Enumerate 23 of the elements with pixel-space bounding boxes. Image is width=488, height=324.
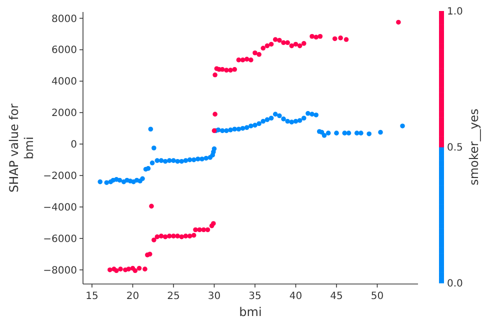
x-tick-label: 45 xyxy=(330,291,343,302)
y-tick-label: 0 xyxy=(70,140,77,151)
x-tick-label: 50 xyxy=(370,291,384,302)
x-tick-label: 30 xyxy=(208,291,221,302)
x-tick-label: 20 xyxy=(126,291,140,302)
x-tick-label: 15 xyxy=(86,291,98,302)
color-bar-label: 0.5 xyxy=(447,142,463,154)
y-tick-label: 8000 xyxy=(52,14,77,25)
x-axis-title: bmi xyxy=(239,305,262,319)
y-tick-label: −2000 xyxy=(43,171,77,182)
y-tick-label: 2000 xyxy=(52,108,77,120)
y-tick-label: −6000 xyxy=(43,234,77,245)
x-tick-label: 35 xyxy=(248,291,262,302)
y-tick-label: −8000 xyxy=(43,265,77,276)
y-axis-title: SHAP value for bmi xyxy=(7,103,36,192)
y-tick-label: −4000 xyxy=(43,202,77,214)
x-tick-label: 25 xyxy=(167,291,180,302)
y-tick-label: 4000 xyxy=(52,76,77,88)
color-bar-title: smoker__yes xyxy=(467,108,481,186)
color-bar-label: 0.0 xyxy=(447,278,463,290)
x-tick-label: 40 xyxy=(289,291,302,302)
y-tick-label: 6000 xyxy=(52,45,77,56)
color-bar-label: 1.0 xyxy=(447,6,463,18)
